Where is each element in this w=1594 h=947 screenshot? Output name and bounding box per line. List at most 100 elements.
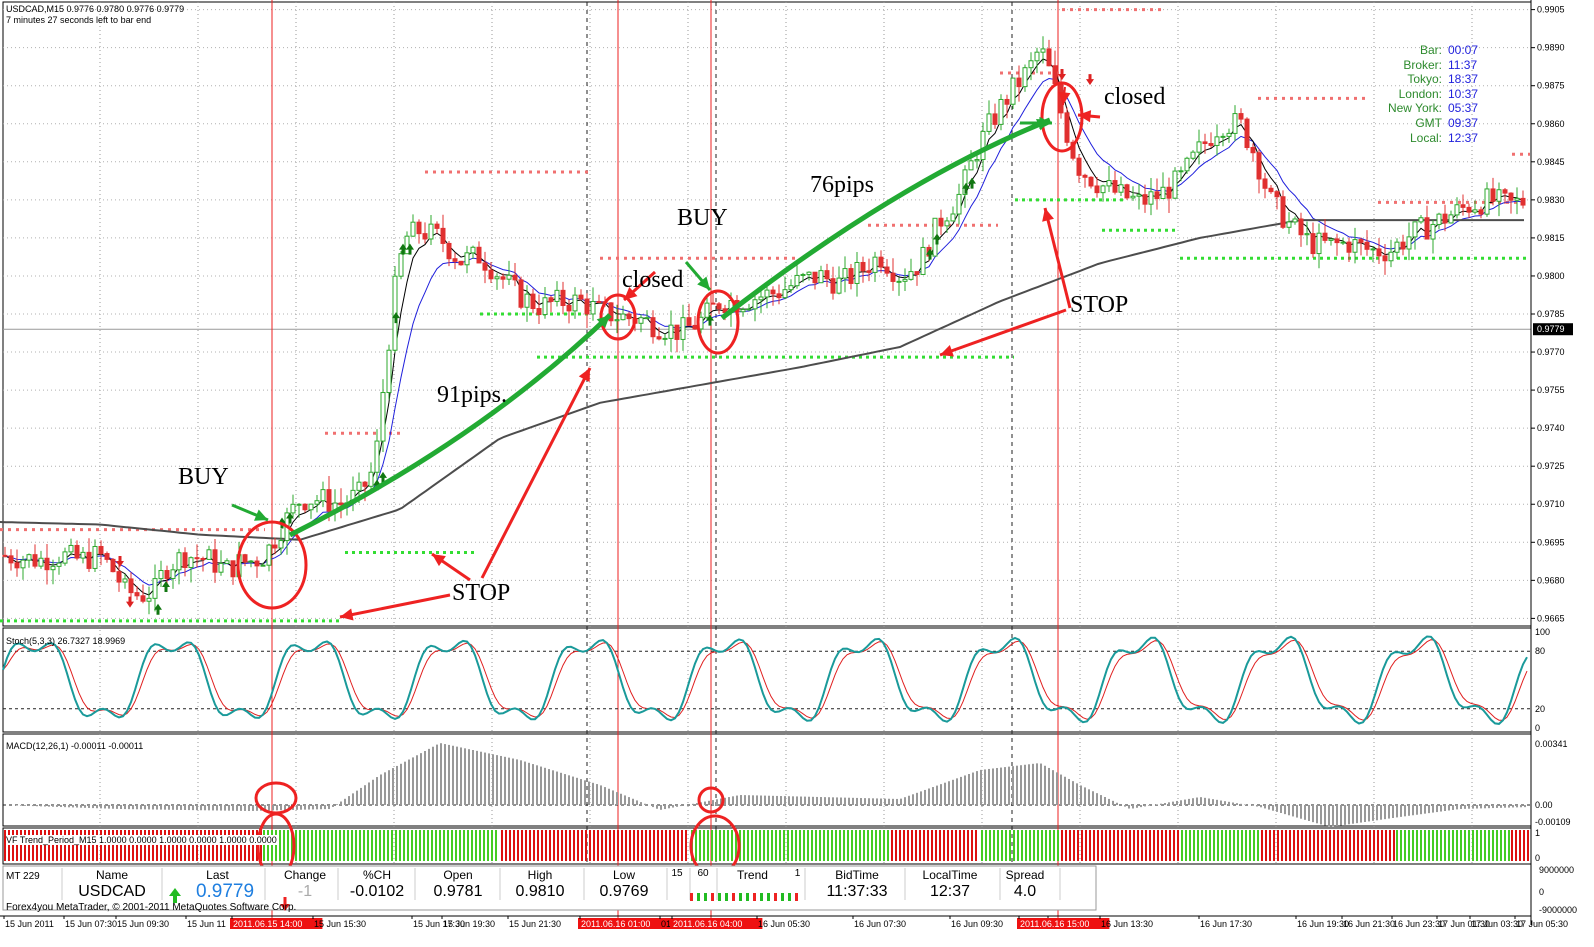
candle-body — [452, 258, 458, 262]
y-tick-label: 0.9860 — [1537, 119, 1565, 129]
candle-body — [494, 276, 500, 280]
candle-body — [212, 549, 218, 573]
clock-value: 11:37 — [1448, 57, 1478, 72]
candle-body — [1364, 241, 1370, 250]
closed-label-2: closed — [1104, 84, 1166, 110]
candle-body — [746, 308, 752, 311]
candle-body — [1424, 217, 1430, 240]
candle-body — [656, 336, 662, 340]
candle-body — [146, 597, 152, 602]
clock-value: 05:37 — [1448, 101, 1479, 116]
stochastic-panel — [2, 635, 1531, 725]
candle-body — [182, 552, 188, 568]
time-axis: 15 Jun 2011 15 Jun 07:30 15 Jun 09:30 15 Ju… — [0, 915, 1568, 929]
candle-body — [1268, 187, 1274, 193]
candle-body — [1106, 180, 1112, 187]
current-price-tag — [1533, 323, 1573, 336]
candle-body — [662, 337, 668, 340]
val-last: 0.9779 — [195, 881, 255, 902]
annotation-arrow — [939, 308, 1067, 357]
candle-body — [710, 302, 716, 305]
candle-body — [1034, 51, 1040, 62]
x-tick-label: 16 Jun 23:30 — [1393, 919, 1445, 929]
hdr-bidtime: BidTime — [835, 868, 879, 882]
val-open: 0.9781 — [433, 883, 483, 900]
x-tick-label: 2011.06.15 14:00 — [233, 919, 302, 929]
candle-body — [272, 544, 278, 549]
x-tick-label: 16 Jun 09:30 — [951, 919, 1003, 929]
candle-body — [1514, 197, 1520, 201]
candle-body — [1466, 206, 1472, 213]
trend-mini-bar — [725, 893, 728, 901]
annotation-arrow — [288, 313, 612, 538]
trend-mini-bar — [739, 893, 742, 901]
candle-body — [1040, 48, 1046, 53]
buy-label-1: BUY — [178, 464, 229, 490]
candle-body — [500, 276, 506, 280]
clock-row: Local: 12:37 — [1368, 131, 1488, 146]
candle-body — [1412, 221, 1418, 238]
candle-body — [962, 169, 968, 195]
buy-arrow — [373, 479, 381, 491]
candle-body — [1208, 143, 1214, 146]
clock-label: GMT — [1415, 115, 1442, 130]
candle-body — [158, 570, 164, 580]
time-highlight — [230, 918, 323, 929]
candle-body — [1136, 194, 1142, 197]
mt-label: MT 229 — [6, 871, 40, 882]
annotation-circle — [697, 786, 725, 814]
candle-body — [1070, 141, 1076, 159]
candle-body — [1028, 60, 1034, 69]
candle-body — [1520, 197, 1526, 206]
candle-body — [290, 503, 296, 514]
info-tick-label: 0 — [1539, 887, 1544, 897]
stoch-main-line — [2, 635, 1528, 725]
val-bidtime: 11:37:33 — [826, 883, 888, 900]
candle-body — [1118, 184, 1124, 193]
time-highlight — [1017, 918, 1110, 929]
candle-body — [644, 317, 650, 320]
candle-body — [1280, 196, 1286, 228]
candle-body — [836, 277, 842, 294]
x-tick-label: 15 Jun 15:30 — [314, 919, 366, 929]
candle-body — [788, 285, 794, 291]
arrow-head — [578, 368, 590, 382]
candle-body — [242, 554, 248, 563]
clock-value: 18:37 — [1448, 72, 1479, 87]
candle-body — [122, 578, 128, 583]
val-localtime: 12:37 — [929, 883, 971, 900]
candle-body — [914, 271, 920, 275]
candle-body — [1304, 233, 1310, 236]
candle-body — [806, 271, 812, 275]
arrow-head — [624, 287, 638, 300]
clock-panel: Bar: 00:07 Broker: 11:37 Tokyo: 18:37 Londo… — [1368, 43, 1488, 145]
candle-body — [1442, 213, 1448, 224]
candle-body — [1490, 188, 1496, 202]
clock-row: London: 10:37 — [1368, 87, 1488, 102]
candle-body — [1448, 214, 1454, 224]
hdr-15: 15 — [671, 868, 683, 879]
trend-mini-bar — [760, 893, 763, 901]
candle-body — [896, 280, 902, 283]
val-low: 0.9769 — [599, 883, 649, 900]
candle-body — [1124, 184, 1130, 199]
candle-body — [902, 278, 908, 282]
candle-body — [860, 261, 866, 272]
candle-body — [1100, 185, 1106, 194]
candle-body — [566, 304, 572, 312]
candle-body — [764, 289, 770, 298]
candle-body — [812, 271, 818, 284]
candle-body — [164, 570, 170, 579]
candle-body — [1394, 241, 1400, 253]
candle-body — [194, 557, 200, 560]
candle-body — [1148, 191, 1154, 205]
candle-body — [638, 317, 644, 324]
buy-arrow — [706, 314, 714, 326]
stoch-tick-label: 20 — [1535, 704, 1545, 714]
trend-mini-bar — [795, 893, 798, 901]
candle-body — [482, 262, 488, 271]
sell-arrow — [126, 596, 134, 608]
copyright: Forex4you MetaTrader, © 2001-2011 MetaQu… — [6, 902, 297, 913]
buy-arrow — [154, 603, 162, 615]
annotation-circle — [599, 293, 637, 341]
